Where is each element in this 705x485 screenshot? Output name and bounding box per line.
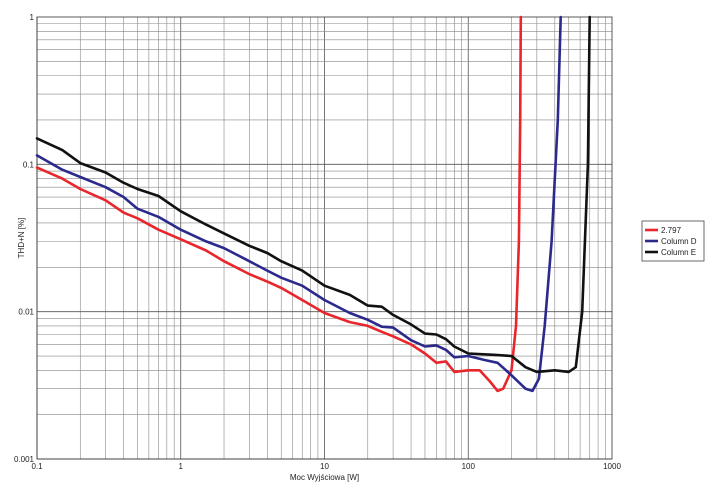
grid-lines: [36, 17, 612, 460]
x-tick-label: 100: [462, 462, 476, 471]
x-tick-label: 1: [179, 462, 184, 471]
x-tick-label: 0.1: [31, 462, 43, 471]
y-tick-label: 1: [30, 13, 35, 22]
series-line-1: [35, 15, 523, 393]
series-lines: [35, 15, 591, 393]
series-line-3: [35, 15, 591, 374]
legend: 2.797 Column D Column E: [641, 220, 705, 262]
x-tick-label: 10: [320, 462, 329, 471]
y-axis-label: THD+N [%]: [17, 218, 26, 259]
legend-label: 2.797: [661, 226, 682, 235]
tick-labels: 0.1 1 10 100 1000 0.001 0.01 0.1 1: [14, 13, 621, 471]
y-tick-label: 0.1: [23, 160, 35, 169]
legend-label: Column E: [661, 248, 696, 257]
y-tick-label: 0.001: [14, 455, 35, 464]
legend-label: Column D: [661, 237, 697, 246]
y-tick-label: 0.01: [18, 308, 34, 317]
plot-frame: [36, 16, 613, 460]
series-line-2: [35, 15, 562, 393]
x-axis-label: Moc Wyjściowa [W]: [290, 473, 359, 482]
x-tick-label: 1000: [603, 462, 621, 471]
